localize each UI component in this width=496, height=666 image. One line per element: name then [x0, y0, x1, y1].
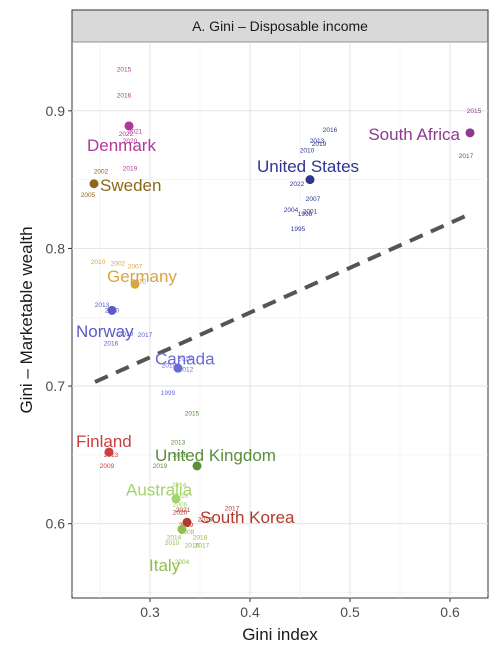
- point-united-states: [305, 175, 315, 185]
- year-label-denmark: 2019: [123, 166, 138, 173]
- year-labels: 2015201620212022202020192002200520152017…: [81, 67, 482, 567]
- x-tick-label: 0.4: [240, 604, 260, 620]
- year-label-australia: 2010: [174, 493, 189, 500]
- y-tick-label: 0.7: [46, 378, 66, 394]
- year-label-australia: 2014: [172, 482, 187, 489]
- year-label-denmark: 2016: [117, 93, 132, 100]
- year-label-germany: 2010: [91, 259, 106, 266]
- year-label-italy: 2018: [193, 534, 208, 541]
- year-label-italy: 2008: [180, 529, 195, 536]
- year-label-united-states: 2010: [300, 148, 315, 155]
- year-label-united-states: 2007: [306, 196, 321, 203]
- year-label-germany: 2002: [111, 261, 126, 268]
- year-label-united-kingdom: 2013: [171, 439, 186, 446]
- point-norway: [107, 305, 117, 315]
- year-label-united-kingdom: 2016: [173, 452, 188, 459]
- year-label-norway: 2013: [95, 302, 110, 309]
- year-label-south-korea: 2020: [173, 510, 188, 517]
- year-label-canada: 1999: [161, 390, 176, 397]
- axis-ticks: 0.3 0.4 0.5 0.6 0.6 0.7 0.8 0.9: [46, 103, 460, 620]
- year-label-denmark: 2020: [123, 138, 138, 145]
- year-label-united-states: 2013: [310, 138, 325, 145]
- year-label-south-korea: 2021: [176, 507, 191, 514]
- grid: [72, 41, 488, 598]
- year-label-south-africa: 2017: [459, 153, 474, 160]
- country-labels: Denmark Sweden South Africa United States Ge…: [76, 125, 461, 575]
- point-italy: [177, 524, 187, 534]
- year-label-finland: 2009: [100, 463, 115, 470]
- country-points: [89, 121, 475, 534]
- x-tick-label: 0.6: [440, 604, 460, 620]
- year-label-italy: 2017: [195, 543, 210, 550]
- point-australia: [171, 494, 181, 504]
- point-finland: [104, 447, 114, 457]
- year-label-norway: 2016: [104, 340, 119, 347]
- point-canada: [173, 363, 183, 373]
- year-label-italy: 2010: [165, 540, 180, 547]
- year-label-sweden: 2005: [81, 192, 96, 199]
- year-label-norway: 2010: [119, 331, 134, 338]
- y-tick-label: 0.9: [46, 103, 66, 119]
- country-label-norway: Norway: [76, 322, 134, 341]
- x-tick-label: 0.3: [140, 604, 160, 620]
- year-label-south-korea: 2017: [225, 506, 240, 513]
- country-label-denmark: Denmark: [87, 136, 156, 155]
- point-south-korea: [182, 517, 192, 527]
- country-label-finland: Finland: [76, 432, 132, 451]
- year-label-south-korea: 2013: [198, 517, 213, 524]
- year-label-canada: 2016: [178, 356, 193, 363]
- year-label-australia: 2006: [173, 501, 188, 508]
- year-label-united-states: 2004: [284, 207, 299, 214]
- point-germany: [130, 279, 140, 289]
- country-label-sweden: Sweden: [100, 176, 161, 195]
- point-south-africa: [465, 128, 475, 138]
- panel-title: A. Gini – Disposable income: [192, 18, 368, 34]
- x-tick-label: 0.5: [340, 604, 360, 620]
- year-label-italy: 2016: [185, 543, 200, 550]
- year-label-denmark: 2021: [128, 128, 143, 135]
- year-label-united-kingdom: 2019: [153, 463, 168, 470]
- year-label-germany: 2012: [132, 278, 147, 285]
- year-label-italy: 2014: [167, 534, 182, 541]
- country-label-united-states: United States: [257, 157, 359, 176]
- year-label-south-africa: 2015: [467, 108, 482, 115]
- x-axis-title: Gini index: [242, 625, 318, 644]
- country-label-germany: Germany: [107, 267, 177, 286]
- year-label-canada: 2019: [162, 362, 177, 369]
- year-label-united-kingdom: 2015: [185, 411, 200, 418]
- year-label-germany: 2007: [128, 263, 143, 270]
- year-label-sweden: 2002: [94, 168, 109, 175]
- y-tick-label: 0.8: [46, 240, 66, 256]
- year-label-united-states: 1998: [298, 211, 313, 218]
- country-label-south-korea: South Korea: [200, 508, 295, 527]
- year-label-italy: 2004: [175, 559, 190, 566]
- year-label-norway: 2017: [138, 332, 153, 339]
- point-united-kingdom: [192, 461, 202, 471]
- year-label-united-states: 2001: [303, 208, 318, 215]
- country-label-australia: Australia: [126, 480, 193, 499]
- year-label-united-states: 1995: [291, 226, 306, 233]
- year-label-united-states: 2019: [312, 141, 327, 148]
- country-label-south-africa: South Africa: [368, 125, 460, 144]
- country-label-united-kingdom: United Kingdom: [155, 446, 276, 465]
- year-label-canada: 2012: [179, 367, 194, 374]
- country-label-italy: Italy: [149, 556, 181, 575]
- year-label-denmark: 2022: [119, 131, 134, 138]
- y-tick-label: 0.6: [46, 516, 66, 532]
- point-denmark: [124, 121, 134, 131]
- panel-strip: [71, 9, 489, 43]
- y-axis-title: Gini – Marketable wealth: [17, 226, 36, 413]
- country-label-canada: Canada: [155, 350, 215, 369]
- year-label-denmark: 2015: [117, 67, 132, 74]
- year-label-united-states: 2016: [323, 127, 338, 134]
- point-sweden: [89, 179, 99, 189]
- year-label-united-states: 2022: [290, 181, 305, 188]
